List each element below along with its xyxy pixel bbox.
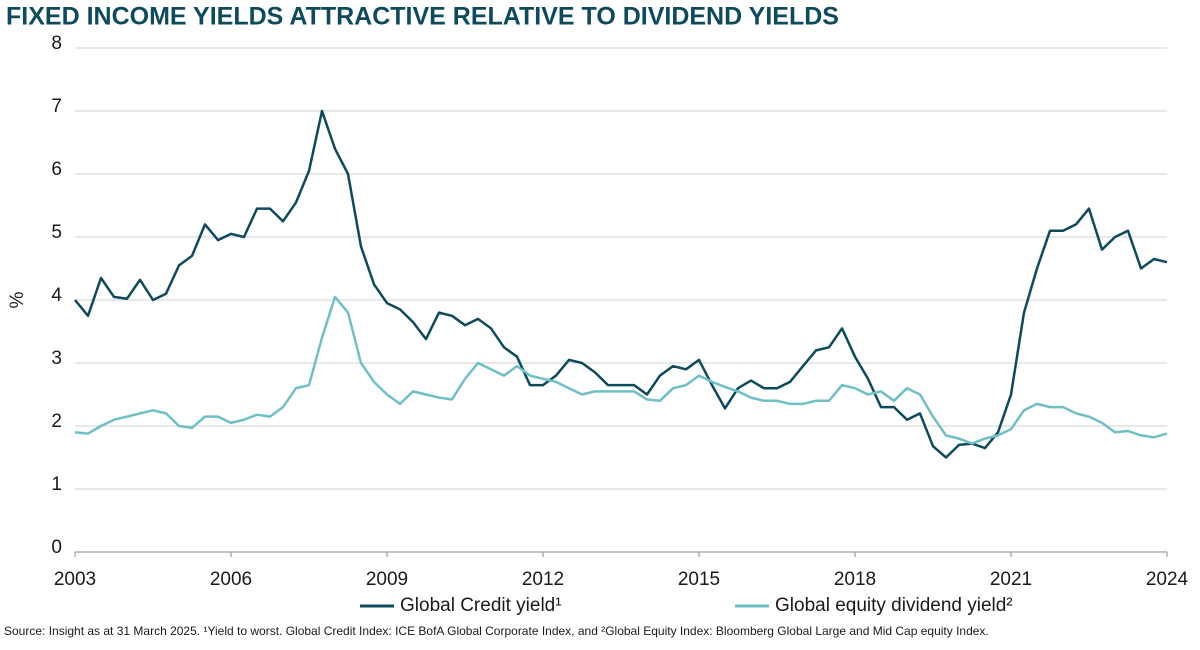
y-tick-label: 7 (51, 96, 62, 117)
series-line (74, 295, 1168, 445)
x-tick-label: 2021 (990, 569, 1032, 590)
x-tick-label: 2009 (366, 569, 408, 590)
y-tick-label: 1 (51, 474, 62, 495)
y-tick-label: 4 (51, 285, 62, 306)
x-tick-label: 2024 (1146, 569, 1189, 590)
x-tick-label: 2012 (522, 569, 564, 590)
y-tick-label: 2 (51, 411, 62, 432)
series-line (74, 109, 1168, 459)
x-tick-label: 2015 (678, 569, 720, 590)
y-tick-label: 0 (51, 537, 62, 558)
y-tick-label: 5 (51, 222, 62, 243)
x-tick-label: 2006 (210, 569, 252, 590)
x-tick-label: 2018 (834, 569, 876, 590)
y-tick-label: 6 (51, 159, 62, 180)
y-tick-label: 8 (51, 33, 62, 54)
y-tick-label: 3 (51, 348, 62, 369)
legend-label: Global equity dividend yield² (775, 595, 1013, 616)
legend-label: Global Credit yield¹ (400, 595, 562, 616)
x-tick-label: 2003 (54, 569, 96, 590)
footnote: Source: Insight as at 31 March 2025. ¹Yi… (4, 624, 989, 638)
chart-title: FIXED INCOME YIELDS ATTRACTIVE RELATIVE … (6, 3, 839, 31)
y-axis-label: % (7, 291, 28, 308)
